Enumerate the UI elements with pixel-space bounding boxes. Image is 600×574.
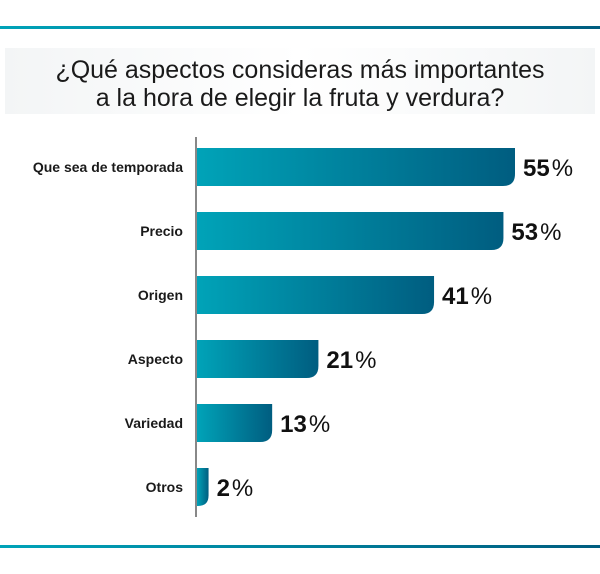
category-label: Aspecto: [128, 351, 183, 367]
value-label: 41%: [442, 283, 492, 310]
top-rule: [0, 26, 600, 29]
bar-2: [197, 276, 435, 314]
title-line-2: a la hora de elegir la fruta y verdura?: [95, 84, 505, 112]
bar-3: [197, 340, 319, 378]
bottom-rule: [0, 545, 600, 548]
category-label: Otros: [146, 479, 184, 495]
category-label: Variedad: [125, 415, 183, 431]
value-label: 53%: [511, 219, 561, 246]
bar-4: [197, 404, 273, 442]
bar-5: [197, 468, 209, 506]
value-label: 13%: [280, 411, 330, 438]
value-label: 2%: [217, 475, 254, 502]
bar-1: [197, 212, 504, 250]
category-label: Que sea de temporada: [33, 159, 183, 175]
bar-0: [197, 148, 515, 186]
title-background: [5, 48, 595, 114]
title-line-1: ¿Qué aspectos consideras más importantes: [55, 56, 545, 84]
value-label: 55%: [523, 155, 573, 182]
category-label: Precio: [140, 223, 183, 239]
category-label: Origen: [138, 287, 183, 303]
value-label: 21%: [326, 347, 376, 374]
chart-title: ¿Qué aspectos consideras más importantes…: [0, 56, 600, 112]
